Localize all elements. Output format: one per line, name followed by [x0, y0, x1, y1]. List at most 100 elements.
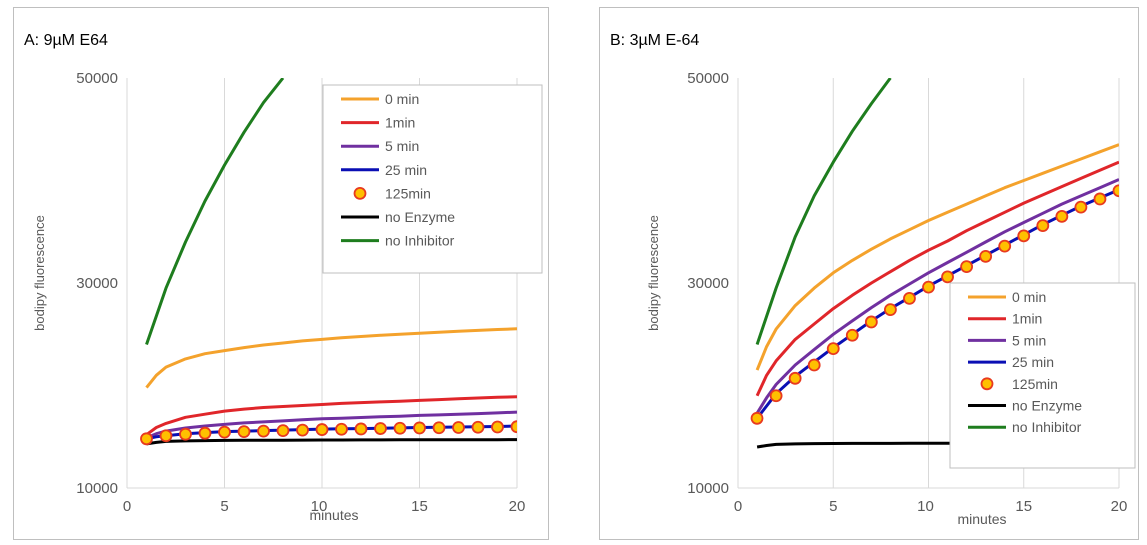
- x-tick-label: 20: [1111, 498, 1128, 515]
- series-line: [755, 78, 892, 345]
- data-point: [179, 427, 192, 441]
- x-tick-label: 0: [123, 498, 131, 515]
- data-point: [374, 422, 387, 435]
- x-tick-label: 15: [411, 498, 428, 515]
- series-group: [750, 184, 1119, 425]
- chart-title: B: 3µM E-64: [610, 32, 700, 49]
- legend-label: 25 min: [385, 162, 427, 178]
- data-point: [845, 328, 859, 342]
- series-group: [145, 327, 517, 389]
- legend-marker: [353, 186, 367, 200]
- legend-label: 5 min: [385, 138, 419, 154]
- chart-panel-a: A: 9µM E64 0 5 10 15 20 10000 30000 50000 bodipy…: [13, 7, 549, 540]
- x-tick-label: 0: [734, 498, 742, 515]
- data-point: [393, 421, 407, 435]
- data-point: [413, 421, 426, 435]
- series-line: [755, 160, 1119, 397]
- series-group: [755, 178, 1119, 414]
- series-group: [145, 395, 517, 436]
- data-point: [903, 291, 916, 305]
- x-tick-label: 10: [311, 498, 328, 515]
- data-point: [471, 420, 485, 434]
- legend-label: 25 min: [1012, 354, 1054, 370]
- series-group: [755, 78, 892, 345]
- series-group: [755, 160, 1119, 397]
- data-point: [491, 420, 504, 434]
- chart-panel-b: B: 3µM E-64 0 5 10 15 20 10000 30000 50000 bodip…: [599, 7, 1139, 540]
- series-line: [145, 395, 517, 436]
- legend-label: 0 min: [1012, 289, 1046, 305]
- data-point: [883, 303, 897, 317]
- data-point: [1017, 229, 1031, 243]
- x-tick-label: 10: [917, 498, 934, 515]
- data-point: [276, 424, 290, 438]
- chart-title: A: 9µM E64: [24, 32, 108, 49]
- y-tick-label: 10000: [687, 480, 729, 497]
- legend-label: no Enzyme: [1012, 398, 1082, 414]
- data-point: [941, 270, 954, 284]
- data-point: [864, 315, 878, 329]
- data-point: [335, 422, 348, 436]
- data-point: [826, 342, 840, 356]
- data-point: [998, 239, 1012, 253]
- data-point: [159, 429, 173, 443]
- data-point: [1074, 200, 1088, 214]
- series-line: [145, 327, 517, 389]
- series-line: [146, 438, 517, 446]
- chart-a-svg: 0 5 10 15 20 10000 30000 50000 bodipy fluorescen…: [32, 70, 543, 523]
- x-axis-label: minutes: [309, 507, 358, 523]
- x-tick-label: 15: [1015, 498, 1032, 515]
- y-tick-label: 10000: [76, 480, 118, 497]
- y-tick-label: 30000: [687, 275, 729, 292]
- x-tick-label: 5: [220, 498, 228, 515]
- y-axis-label: bodipy fluorescence: [646, 215, 661, 331]
- y-axis-label: bodipy fluorescence: [32, 215, 47, 331]
- legend-label: 125min: [385, 185, 431, 201]
- data-point: [198, 426, 212, 440]
- y-tick-label: 30000: [76, 275, 118, 292]
- data-point: [257, 424, 270, 438]
- series-group: [755, 143, 1119, 371]
- legend-label: 5 min: [1012, 332, 1046, 348]
- series-group: [140, 420, 517, 446]
- data-point: [1093, 192, 1107, 206]
- data-point: [510, 420, 517, 434]
- legend-label: no Inhibitor: [1012, 419, 1082, 435]
- data-point: [315, 423, 329, 436]
- series-line: [145, 410, 517, 440]
- legend-box: [949, 282, 1136, 469]
- legend-label: 1min: [1012, 311, 1042, 327]
- data-point: [979, 249, 993, 263]
- series-group: [146, 438, 517, 446]
- legend-label: 0 min: [385, 91, 419, 107]
- legend-label: no Inhibitor: [385, 233, 455, 249]
- x-tick-label: 20: [509, 498, 526, 515]
- y-tick-label: 50000: [76, 70, 118, 87]
- legend-label: no Enzyme: [385, 209, 455, 225]
- series-group: [145, 78, 285, 345]
- data-point: [218, 425, 231, 439]
- series-line: [145, 78, 285, 345]
- data-point: [237, 425, 251, 439]
- data-point: [769, 389, 783, 403]
- chart-b-svg: 0 5 10 15 20 10000 30000 50000 bodipy fluorescen…: [646, 70, 1136, 527]
- y-tick-label: 50000: [687, 70, 729, 87]
- legend-label: 1min: [385, 115, 415, 131]
- data-point: [296, 423, 309, 437]
- data-point: [140, 432, 153, 446]
- data-point: [788, 371, 802, 385]
- data-point: [807, 358, 821, 372]
- data-point: [960, 260, 974, 274]
- legend-marker: [980, 377, 994, 391]
- series-line: [755, 178, 1119, 414]
- x-axis-label: minutes: [957, 511, 1006, 527]
- data-point: [922, 280, 935, 294]
- data-point: [1055, 209, 1069, 223]
- series-line: [755, 143, 1119, 371]
- data-point: [354, 422, 368, 436]
- x-tick-label: 5: [829, 498, 837, 515]
- data-point: [1036, 219, 1050, 233]
- data-point: [452, 421, 465, 434]
- series-group: [145, 410, 517, 440]
- data-point: [1112, 184, 1119, 198]
